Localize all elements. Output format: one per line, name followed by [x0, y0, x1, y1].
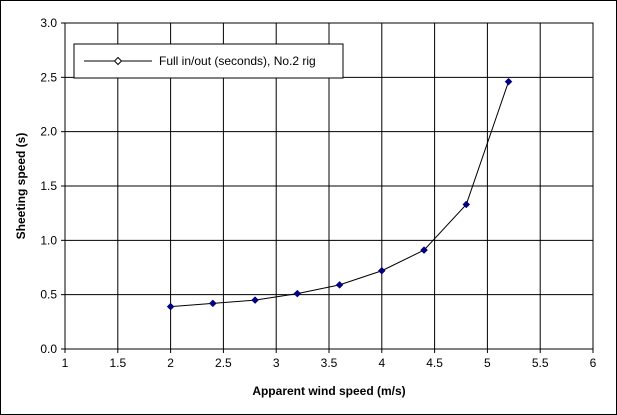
legend: Full in/out (seconds), No.2 rig — [73, 43, 344, 79]
legend-label: Full in/out (seconds), No.2 rig — [159, 54, 316, 68]
series-layer — [166, 77, 513, 311]
x-tick-label: 2.5 — [215, 356, 232, 370]
x-tick-label: 3.5 — [321, 356, 338, 370]
x-tick-label: 3 — [273, 356, 280, 370]
x-tick-label: 5.5 — [532, 356, 549, 370]
y-axis-title: Sheeting speed (s) — [14, 133, 28, 240]
data-point-marker — [335, 281, 344, 289]
legend-marker-diamond — [113, 56, 123, 66]
y-tick-label: 0.0 — [40, 342, 57, 356]
x-tick-label: 4 — [378, 356, 385, 370]
axis-ticks: 1 1.5 2 2.5 3 3.5 4 4.5 5 5.5 6 0.0 0.5 1.0 1.5 2.0 2.5 3… — [40, 16, 596, 370]
data-point-marker — [504, 77, 513, 86]
data-point-marker — [420, 246, 428, 254]
data-point-marker — [166, 302, 175, 311]
y-tick-label: 1.5 — [40, 179, 57, 193]
data-point-marker — [293, 289, 302, 298]
x-tick-label: 1 — [62, 356, 69, 370]
data-point-marker — [251, 296, 259, 304]
y-tick-label: 1.0 — [40, 233, 57, 247]
x-tick-label: 5 — [484, 356, 491, 370]
data-point-marker — [377, 266, 386, 275]
y-tick-label: 3.0 — [40, 16, 57, 30]
y-tick-label: 2.5 — [40, 70, 57, 84]
y-tick-label: 0.5 — [40, 288, 57, 302]
x-tick-label: 6 — [590, 356, 597, 370]
x-tick-label: 1.5 — [109, 356, 126, 370]
y-tick-label: 2.0 — [40, 125, 57, 139]
data-point-marker — [462, 200, 471, 209]
x-tick-label: 4.5 — [426, 356, 443, 370]
data-point-marker — [208, 299, 217, 308]
series-line — [170, 81, 509, 308]
x-tick-label: 2 — [167, 356, 174, 370]
x-axis-title: Apparent wind speed (m/s) — [252, 384, 405, 398]
